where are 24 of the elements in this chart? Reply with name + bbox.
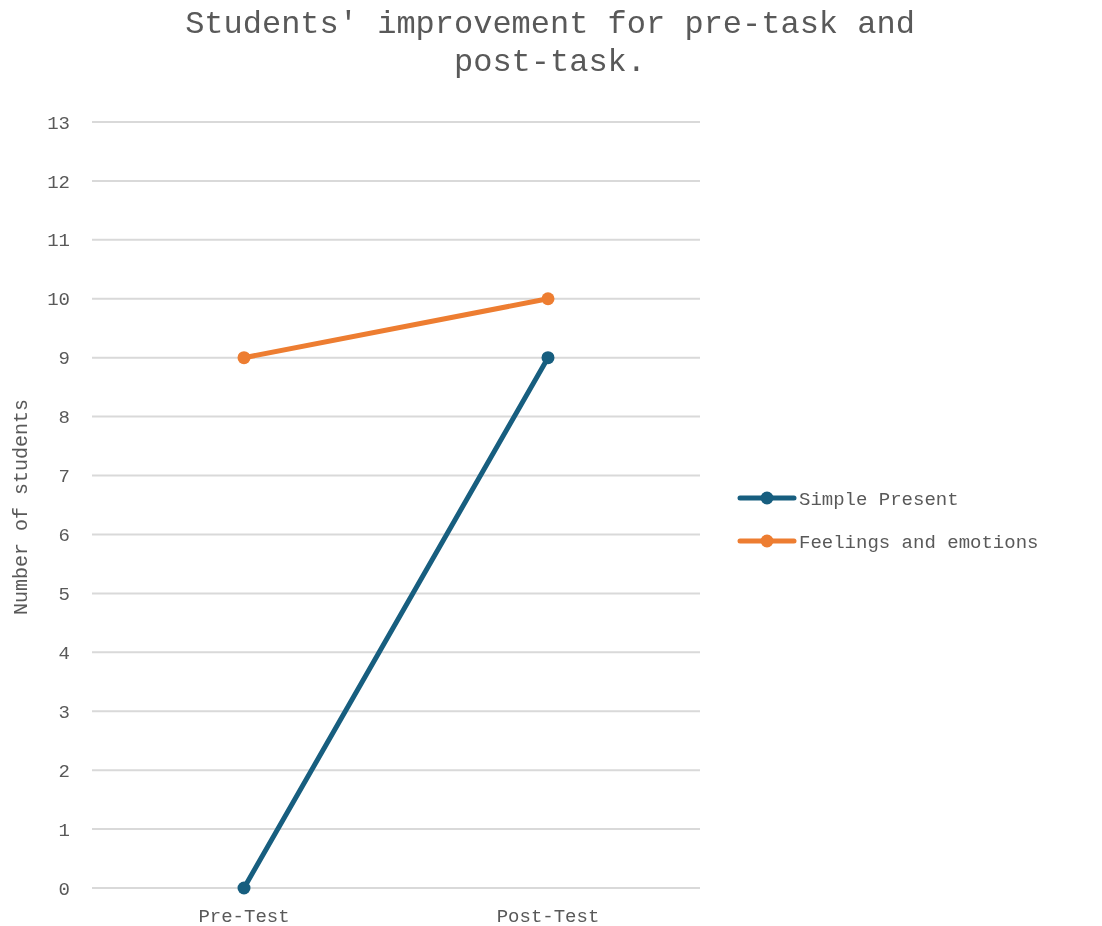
point xyxy=(237,881,251,895)
point xyxy=(237,351,251,365)
x-tick-label: Post-Test xyxy=(496,906,600,926)
y-tick-label: 13 xyxy=(47,112,70,135)
point xyxy=(541,292,555,306)
x-tick-label: Pre-Test xyxy=(198,906,290,926)
y-tick-label: 10 xyxy=(47,289,70,312)
point xyxy=(541,351,555,365)
y-tick-label: 1 xyxy=(58,819,70,842)
legend-label: Simple Present xyxy=(799,488,959,511)
y-tick-label: 2 xyxy=(58,760,70,783)
y-axis-title: Number of students xyxy=(10,398,33,616)
y-tick-label: 12 xyxy=(47,171,70,194)
y-tick-label: 3 xyxy=(58,701,70,724)
y-tick-label: 4 xyxy=(58,642,70,665)
y-tick-label: 7 xyxy=(58,466,70,489)
legend-label: Feelings and emotions xyxy=(799,531,1039,554)
y-tick-label: 11 xyxy=(47,230,70,253)
y-tick-label: 8 xyxy=(58,407,70,430)
y-tick-label: 5 xyxy=(58,584,70,607)
chart-title: Students' improvement for pre-task and post-task. xyxy=(185,6,915,81)
y-tick-label: 6 xyxy=(58,525,70,548)
y-tick-label: 9 xyxy=(58,348,70,371)
y-tick-label: 0 xyxy=(58,878,70,901)
